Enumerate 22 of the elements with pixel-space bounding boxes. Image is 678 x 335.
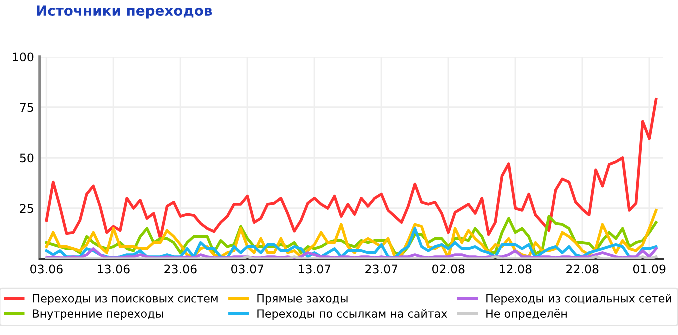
legend-label: Прямые заходы [258, 294, 348, 305]
x-tick-label: 01.09 [633, 264, 666, 274]
legend-label: Переходы по ссылкам на сайтах [258, 309, 448, 320]
x-tick-label: 03.07 [232, 264, 264, 274]
y-tick-label: 50 [20, 154, 34, 163]
y-tick-label: 25 [20, 204, 34, 214]
chart-title: Источники переходов [37, 6, 212, 19]
x-tick-label: 12.08 [500, 264, 532, 274]
x-tick-label: 23.06 [164, 264, 197, 274]
legend-label: Переходы из социальных сетей [486, 294, 672, 305]
x-tick-label: 13.06 [98, 264, 130, 274]
legend-label: Не определён [486, 309, 567, 320]
legend-label: Внутренние переходы [33, 310, 164, 320]
x-tick-label: 02.08 [432, 264, 465, 274]
x-tick-label: 22.08 [566, 264, 599, 274]
line-series [45, 98, 658, 240]
x-tick-label: 13.07 [299, 264, 331, 274]
x-tick-label: 03.06 [30, 264, 63, 274]
x-tick-label: 23.07 [366, 264, 398, 274]
legend-label: Переходы из поисковых систем [33, 294, 218, 305]
y-tick-label: 100 [13, 52, 34, 62]
y-tick-label: 75 [20, 103, 34, 112]
